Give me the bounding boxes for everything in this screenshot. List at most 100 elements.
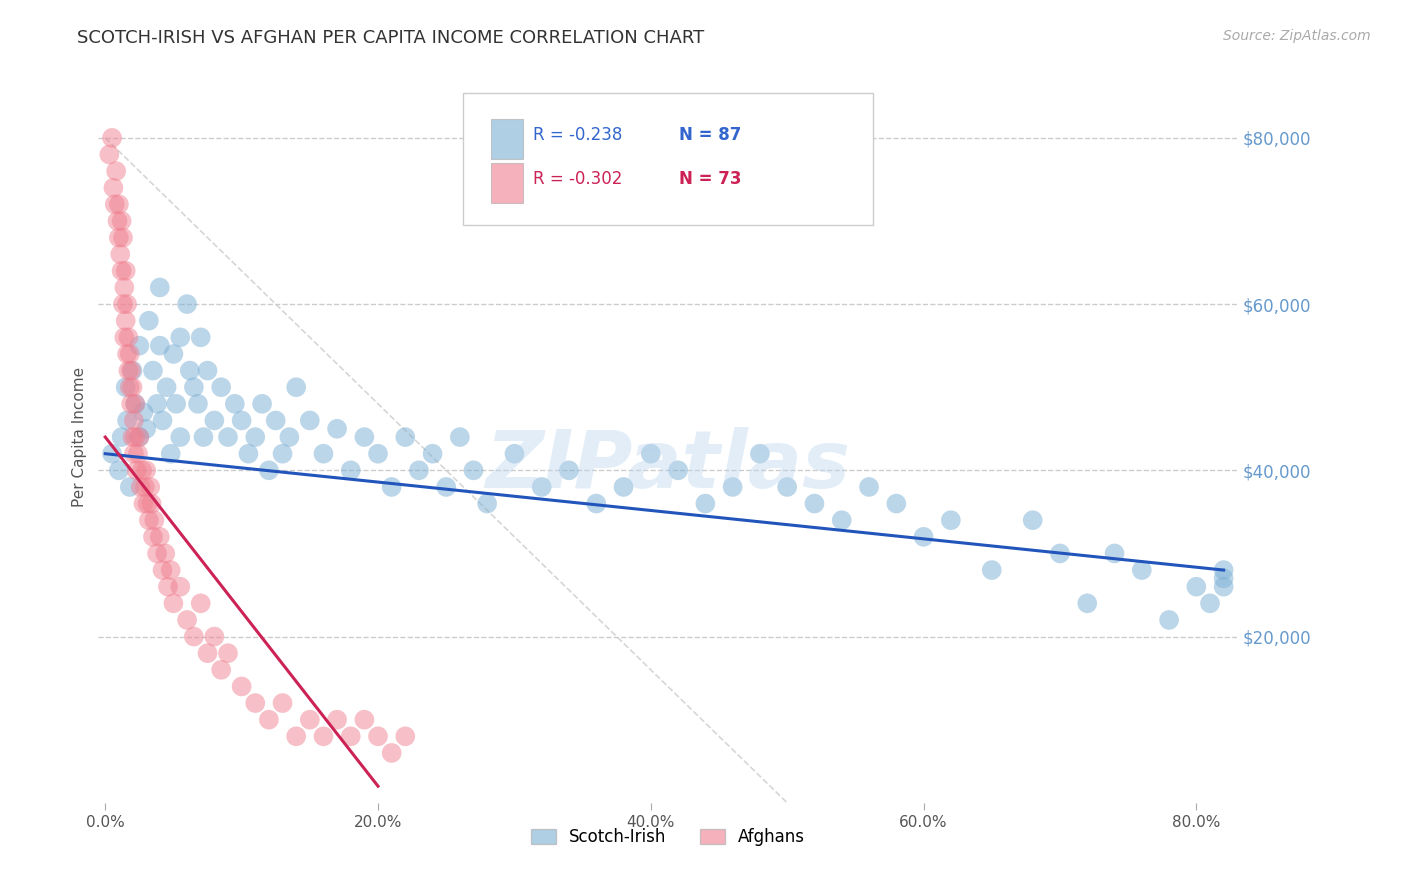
Point [264,413,287,427]
Point [187,397,209,411]
Point [125,463,148,477]
Point [197,646,219,660]
Point [217,646,239,660]
Point [135,422,157,436]
Point [176,613,198,627]
Point [134,480,156,494]
Point [202,413,225,427]
Point [1185,580,1208,594]
Point [149,530,172,544]
Point [155,546,177,560]
Point [666,463,689,477]
Point [326,713,349,727]
Point [176,297,198,311]
Point [127,447,149,461]
Point [111,230,134,244]
Point [721,480,744,494]
Text: Source: ZipAtlas.com: Source: ZipAtlas.com [1223,29,1371,44]
Point [169,580,191,594]
Point [142,363,165,377]
Point [1049,546,1071,560]
Point [503,447,526,461]
Point [156,380,179,394]
Point [156,580,179,594]
Text: SCOTCH-IRISH VS AFGHAN PER CAPITA INCOME CORRELATION CHART: SCOTCH-IRISH VS AFGHAN PER CAPITA INCOME… [77,29,704,47]
Point [142,530,165,544]
Point [231,413,253,427]
Point [104,197,127,211]
Point [245,696,267,710]
Point [159,447,181,461]
Point [107,214,129,228]
Point [149,280,172,294]
Point [122,413,145,427]
Point [139,480,162,494]
Point [124,430,146,444]
Point [245,430,267,444]
Point [143,513,166,527]
Point [1212,571,1234,585]
Point [381,746,404,760]
Point [115,347,138,361]
Point [748,447,770,461]
Point [132,497,155,511]
Point [129,480,152,494]
Point [132,405,155,419]
Point [108,463,131,477]
Point [1212,563,1234,577]
Point [1212,580,1234,594]
Point [128,430,150,444]
Point [193,430,215,444]
Point [250,397,273,411]
Point [1021,513,1043,527]
Point [112,280,135,294]
Point [141,497,163,511]
Point [217,430,239,444]
Point [190,330,212,344]
Point [312,729,335,743]
Point [278,430,301,444]
Point [640,447,662,461]
Point [434,480,457,494]
Point [1104,546,1126,560]
Point [152,563,174,577]
Point [120,363,142,377]
Point [112,330,135,344]
Point [115,297,138,311]
Point [197,363,219,377]
Point [1157,613,1180,627]
Point [612,480,634,494]
Point [353,430,375,444]
Point [285,729,308,743]
Point [169,330,191,344]
Point [353,713,375,727]
Point [114,264,136,278]
Point [121,430,143,444]
Point [124,397,146,411]
Point [162,596,184,610]
Point [475,497,498,511]
Point [136,497,159,511]
Point [257,463,280,477]
Point [1199,596,1222,610]
Point [257,713,280,727]
Text: N = 87: N = 87 [679,126,741,145]
Point [271,696,294,710]
Point [1130,563,1153,577]
Y-axis label: Per Capita Income: Per Capita Income [72,367,87,508]
Point [1076,596,1098,610]
Point [110,214,132,228]
Point [326,422,349,436]
Point [98,147,121,161]
Point [117,330,139,344]
Point [884,497,907,511]
Point [162,347,184,361]
Point [131,463,153,477]
FancyBboxPatch shape [463,94,873,225]
Point [159,563,181,577]
Point [312,447,335,461]
Point [776,480,799,494]
Point [108,197,131,211]
Point [108,230,131,244]
Point [179,363,201,377]
